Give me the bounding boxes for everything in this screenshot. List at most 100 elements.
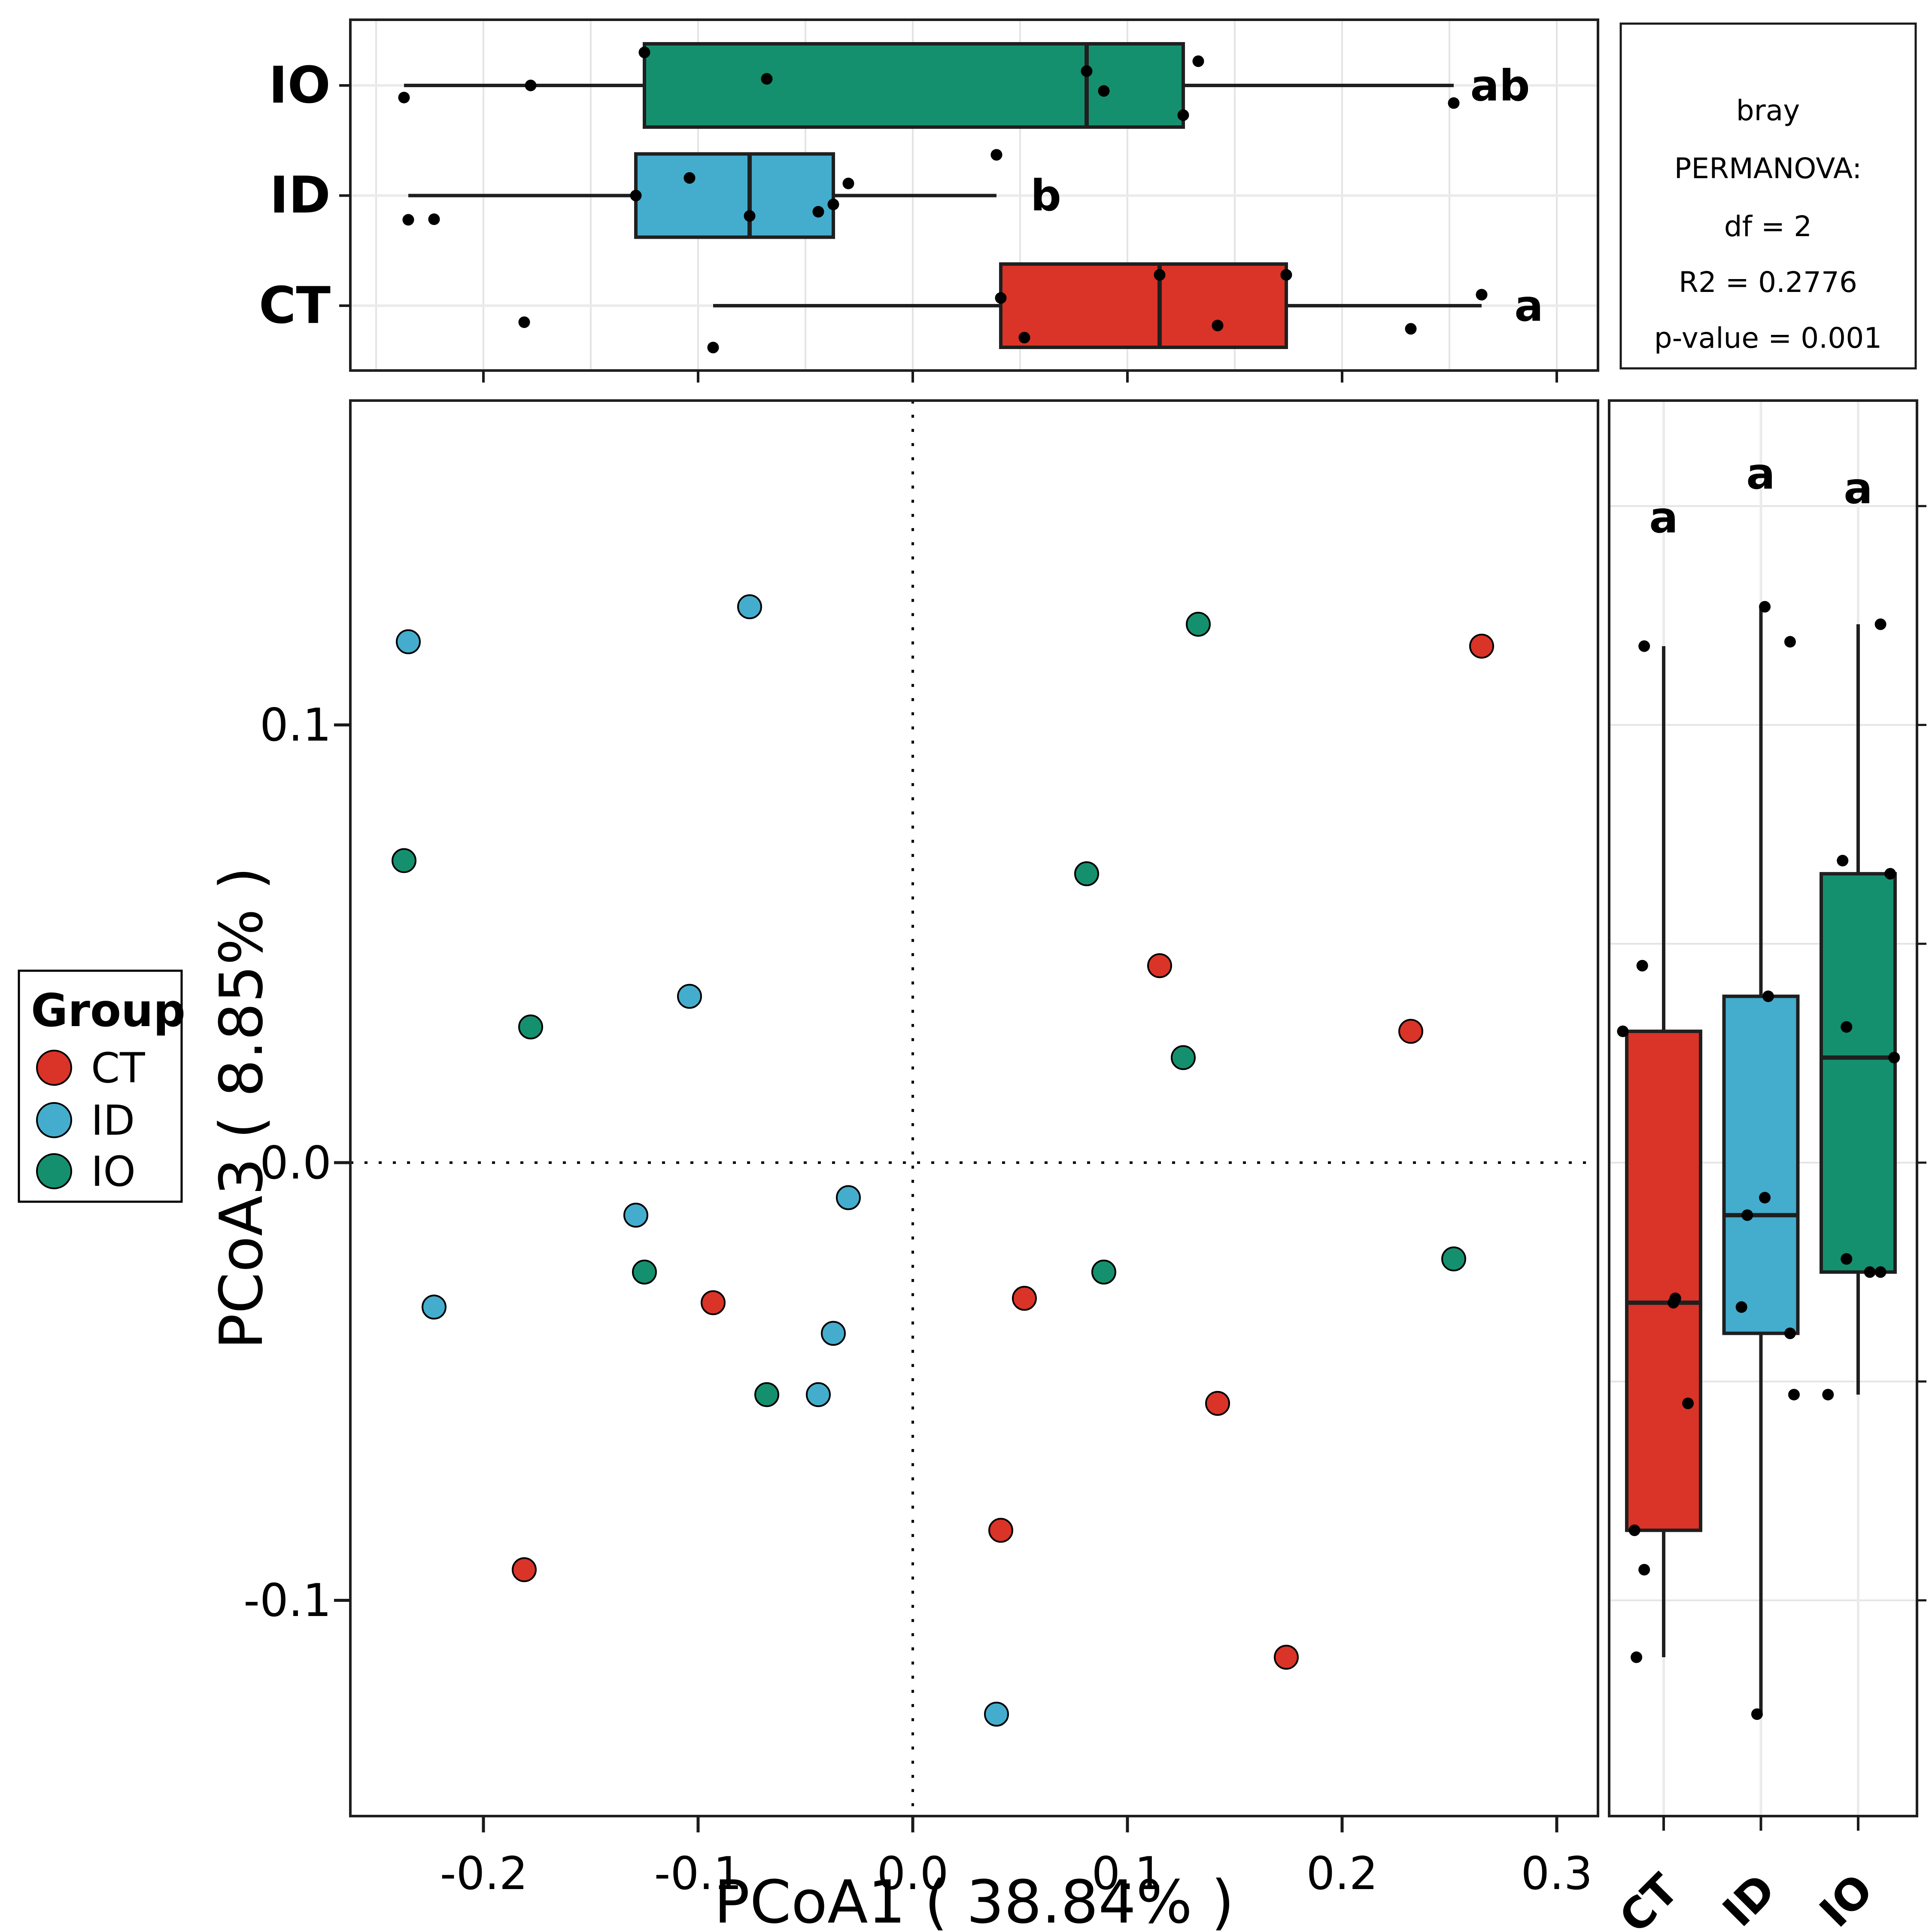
top-jitter-dot-CT	[1280, 269, 1292, 281]
top-jitter-dot-CT	[518, 316, 530, 328]
top-jitter-dot-IO	[761, 73, 773, 85]
top-box-IO	[643, 42, 1185, 129]
top-box-CT	[999, 262, 1288, 349]
x-tick-label-4: 0.2	[1306, 1847, 1378, 1900]
right-jitter-dot-ID	[1784, 636, 1796, 648]
top-jitter-dot-ID	[428, 213, 440, 225]
x-tick-label-1: -0.1	[654, 1847, 742, 1900]
right-jitter-dot-CT	[1636, 960, 1648, 972]
x-axis-title: PCoA1 ( 38.84% )	[714, 1868, 1234, 1932]
right-panel-border	[1608, 399, 1918, 1817]
x-tick-label-2: 0.0	[877, 1847, 949, 1900]
scatter-point-IO	[392, 848, 416, 873]
top-jitter-dot-IO	[638, 46, 650, 58]
x-tick-label-0: -0.2	[440, 1847, 528, 1900]
right-cat-label-ct: CT	[1610, 1864, 1688, 1932]
right-jitter-dot-IO	[1822, 1388, 1834, 1400]
right-jitter-dot-IO	[1837, 855, 1849, 867]
top-jitter-dot-CT	[995, 292, 1007, 304]
scatter-point-ID	[821, 1321, 846, 1346]
y-tick-label-0: 0.1	[260, 699, 331, 751]
sig-letter-right-ct: a	[1649, 492, 1678, 543]
top-row-label-ct: CT	[259, 276, 331, 335]
scatter-point-ID	[677, 984, 702, 1009]
right-jitter-dot-ID	[1741, 1209, 1753, 1221]
right-jitter-dot-CT	[1617, 1025, 1629, 1037]
right-cat-label-id: ID	[1713, 1864, 1785, 1932]
scatter-point-CT	[988, 1518, 1013, 1543]
right-jitter-dot-IO	[1874, 1266, 1886, 1278]
scatter-point-IO	[1441, 1246, 1466, 1272]
right-box-ID	[1722, 994, 1800, 1335]
right-jitter-dot-IO	[1888, 1051, 1900, 1063]
legend-box	[18, 969, 183, 1203]
sig-letter-top-id: b	[1030, 170, 1061, 221]
scatter-point-IO	[1171, 1045, 1196, 1070]
top-jitter-dot-IO	[1098, 85, 1110, 97]
permanova-line-distance: bray	[1736, 94, 1800, 127]
scatter-point-IO	[1091, 1259, 1116, 1285]
scatter-point-CT	[701, 1290, 726, 1315]
y-axis-title: PCoA3 ( 8.85% )	[207, 867, 276, 1349]
right-jitter-dot-ID	[1784, 1327, 1796, 1340]
main-panel-bg	[350, 401, 1598, 1816]
top-row-label-io: IO	[269, 55, 331, 115]
scatter-point-IO	[632, 1259, 657, 1285]
right-jitter-dot-ID	[1762, 990, 1774, 1002]
right-jitter-dot-IO	[1874, 618, 1886, 630]
scatter-point-IO	[1074, 861, 1099, 887]
top-jitter-dot-CT	[1154, 269, 1166, 281]
right-jitter-dot-IO	[1841, 1253, 1853, 1265]
right-jitter-dot-CT	[1631, 1651, 1643, 1663]
scatter-point-ID	[737, 594, 762, 620]
sig-letter-right-io: a	[1844, 463, 1872, 513]
top-jitter-dot-ID	[842, 177, 854, 189]
right-jitter-dot-CT	[1669, 1292, 1681, 1304]
permanova-line-r2: R2 = 0.2776	[1679, 266, 1857, 299]
top-row-label-id: ID	[270, 165, 331, 225]
scatter-point-IO	[754, 1382, 779, 1407]
top-jitter-dot-ID	[630, 190, 642, 201]
scatter-point-CT	[1205, 1391, 1230, 1416]
scatter-point-IO	[518, 1014, 543, 1039]
right-box-CT	[1625, 1030, 1702, 1532]
scatter-point-ID	[806, 1382, 831, 1407]
top-jitter-dot-IO	[398, 91, 410, 103]
right-jitter-dot-ID	[1759, 1192, 1771, 1204]
right-marginal-boxplot-panel	[1608, 399, 1926, 1831]
top-jitter-dot-ID	[990, 149, 1002, 161]
top-jitter-dot-CT	[1405, 323, 1417, 335]
top-jitter-dot-ID	[744, 210, 756, 222]
top-box-ID	[634, 152, 835, 239]
scatter-point-ID	[984, 1701, 1009, 1727]
permanova-line-df: df = 2	[1724, 210, 1812, 243]
scatter-point-CT	[1398, 1019, 1423, 1044]
top-jitter-dot-CT	[1018, 331, 1030, 343]
legend-label-io: IO	[91, 1148, 136, 1196]
right-jitter-dot-CT	[1682, 1397, 1694, 1410]
scatter-point-ID	[623, 1203, 648, 1228]
sig-letter-top-ct: a	[1514, 281, 1543, 331]
top-jitter-dot-IO	[525, 79, 537, 91]
x-tick-label-5: 0.3	[1521, 1847, 1593, 1900]
right-box-IO	[1820, 872, 1897, 1274]
legend-title: Group	[31, 984, 185, 1037]
top-jitter-dot-ID	[812, 206, 824, 218]
legend-label-id: ID	[91, 1097, 135, 1145]
top-jitter-dot-IO	[1081, 65, 1093, 77]
scatter-point-CT	[1274, 1645, 1299, 1670]
right-cat-label-io: IO	[1810, 1864, 1883, 1932]
right-jitter-dot-IO	[1864, 1266, 1876, 1278]
main-scatter-panel	[334, 399, 1599, 1832]
legend-label-ct: CT	[91, 1044, 145, 1092]
permanova-box	[1619, 22, 1917, 370]
scatter-point-CT	[1469, 633, 1494, 659]
right-jitter-dot-IO	[1884, 868, 1896, 880]
right-jitter-dot-ID	[1788, 1388, 1800, 1400]
top-jitter-dot-IO	[1192, 55, 1204, 67]
permanova-line-test: PERMANOVA:	[1674, 152, 1862, 185]
top-marginal-boxplot-panel	[339, 18, 1599, 383]
top-jitter-dot-CT	[707, 341, 719, 353]
